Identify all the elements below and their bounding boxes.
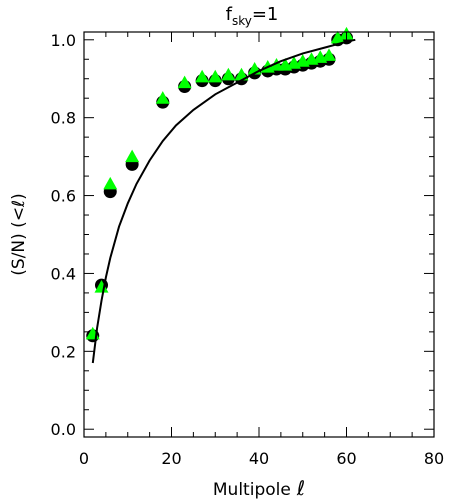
x-axis-title: Multipole ℓ xyxy=(213,476,305,500)
model-curve xyxy=(91,38,356,364)
y-tick-label: 0.0 xyxy=(51,420,76,439)
x-tick-label: 20 xyxy=(161,449,181,468)
x-tick-label: 40 xyxy=(249,449,269,468)
x-tick-label: 60 xyxy=(336,449,356,468)
title-main: f xyxy=(226,4,233,25)
triangle-point xyxy=(234,67,249,81)
svg-text:fsky=1: fsky=1 xyxy=(226,4,279,28)
y-axis-title: (S/N) (<ℓ) xyxy=(9,193,29,275)
triangle-point xyxy=(177,75,192,89)
triangle-point xyxy=(125,149,140,163)
triangle-point xyxy=(103,176,118,190)
axis-ticks: 0 20 40 60 80 0.0 0.2 0.4 0.6 0.8 1.0 xyxy=(51,31,445,468)
chart-title: fsky=1 xyxy=(226,4,279,28)
triangle-point xyxy=(155,91,170,104)
y-tick-label: 0.6 xyxy=(51,187,76,206)
y-tick-label: 0.8 xyxy=(51,109,76,128)
y-tick-label: 0.4 xyxy=(51,264,76,283)
triangle-point xyxy=(330,30,345,44)
title-subscript: sky xyxy=(232,14,252,28)
title-suffix: =1 xyxy=(252,4,279,25)
triangle-point xyxy=(195,69,210,83)
x-tick-label: 80 xyxy=(424,449,444,468)
x-tick-label: 0 xyxy=(79,449,89,468)
triangle-point xyxy=(208,69,223,83)
plot-frame xyxy=(83,31,435,438)
triangle-point xyxy=(322,48,336,61)
triangle-point xyxy=(94,280,109,293)
y-tick-label: 1.0 xyxy=(51,31,76,50)
x-axis-title-symbol: ℓ xyxy=(296,476,305,500)
x-axis-title-text: Multipole xyxy=(213,480,291,500)
triangle-point xyxy=(221,67,236,81)
data-marks xyxy=(85,26,356,364)
y-tick-label: 0.2 xyxy=(51,342,76,361)
